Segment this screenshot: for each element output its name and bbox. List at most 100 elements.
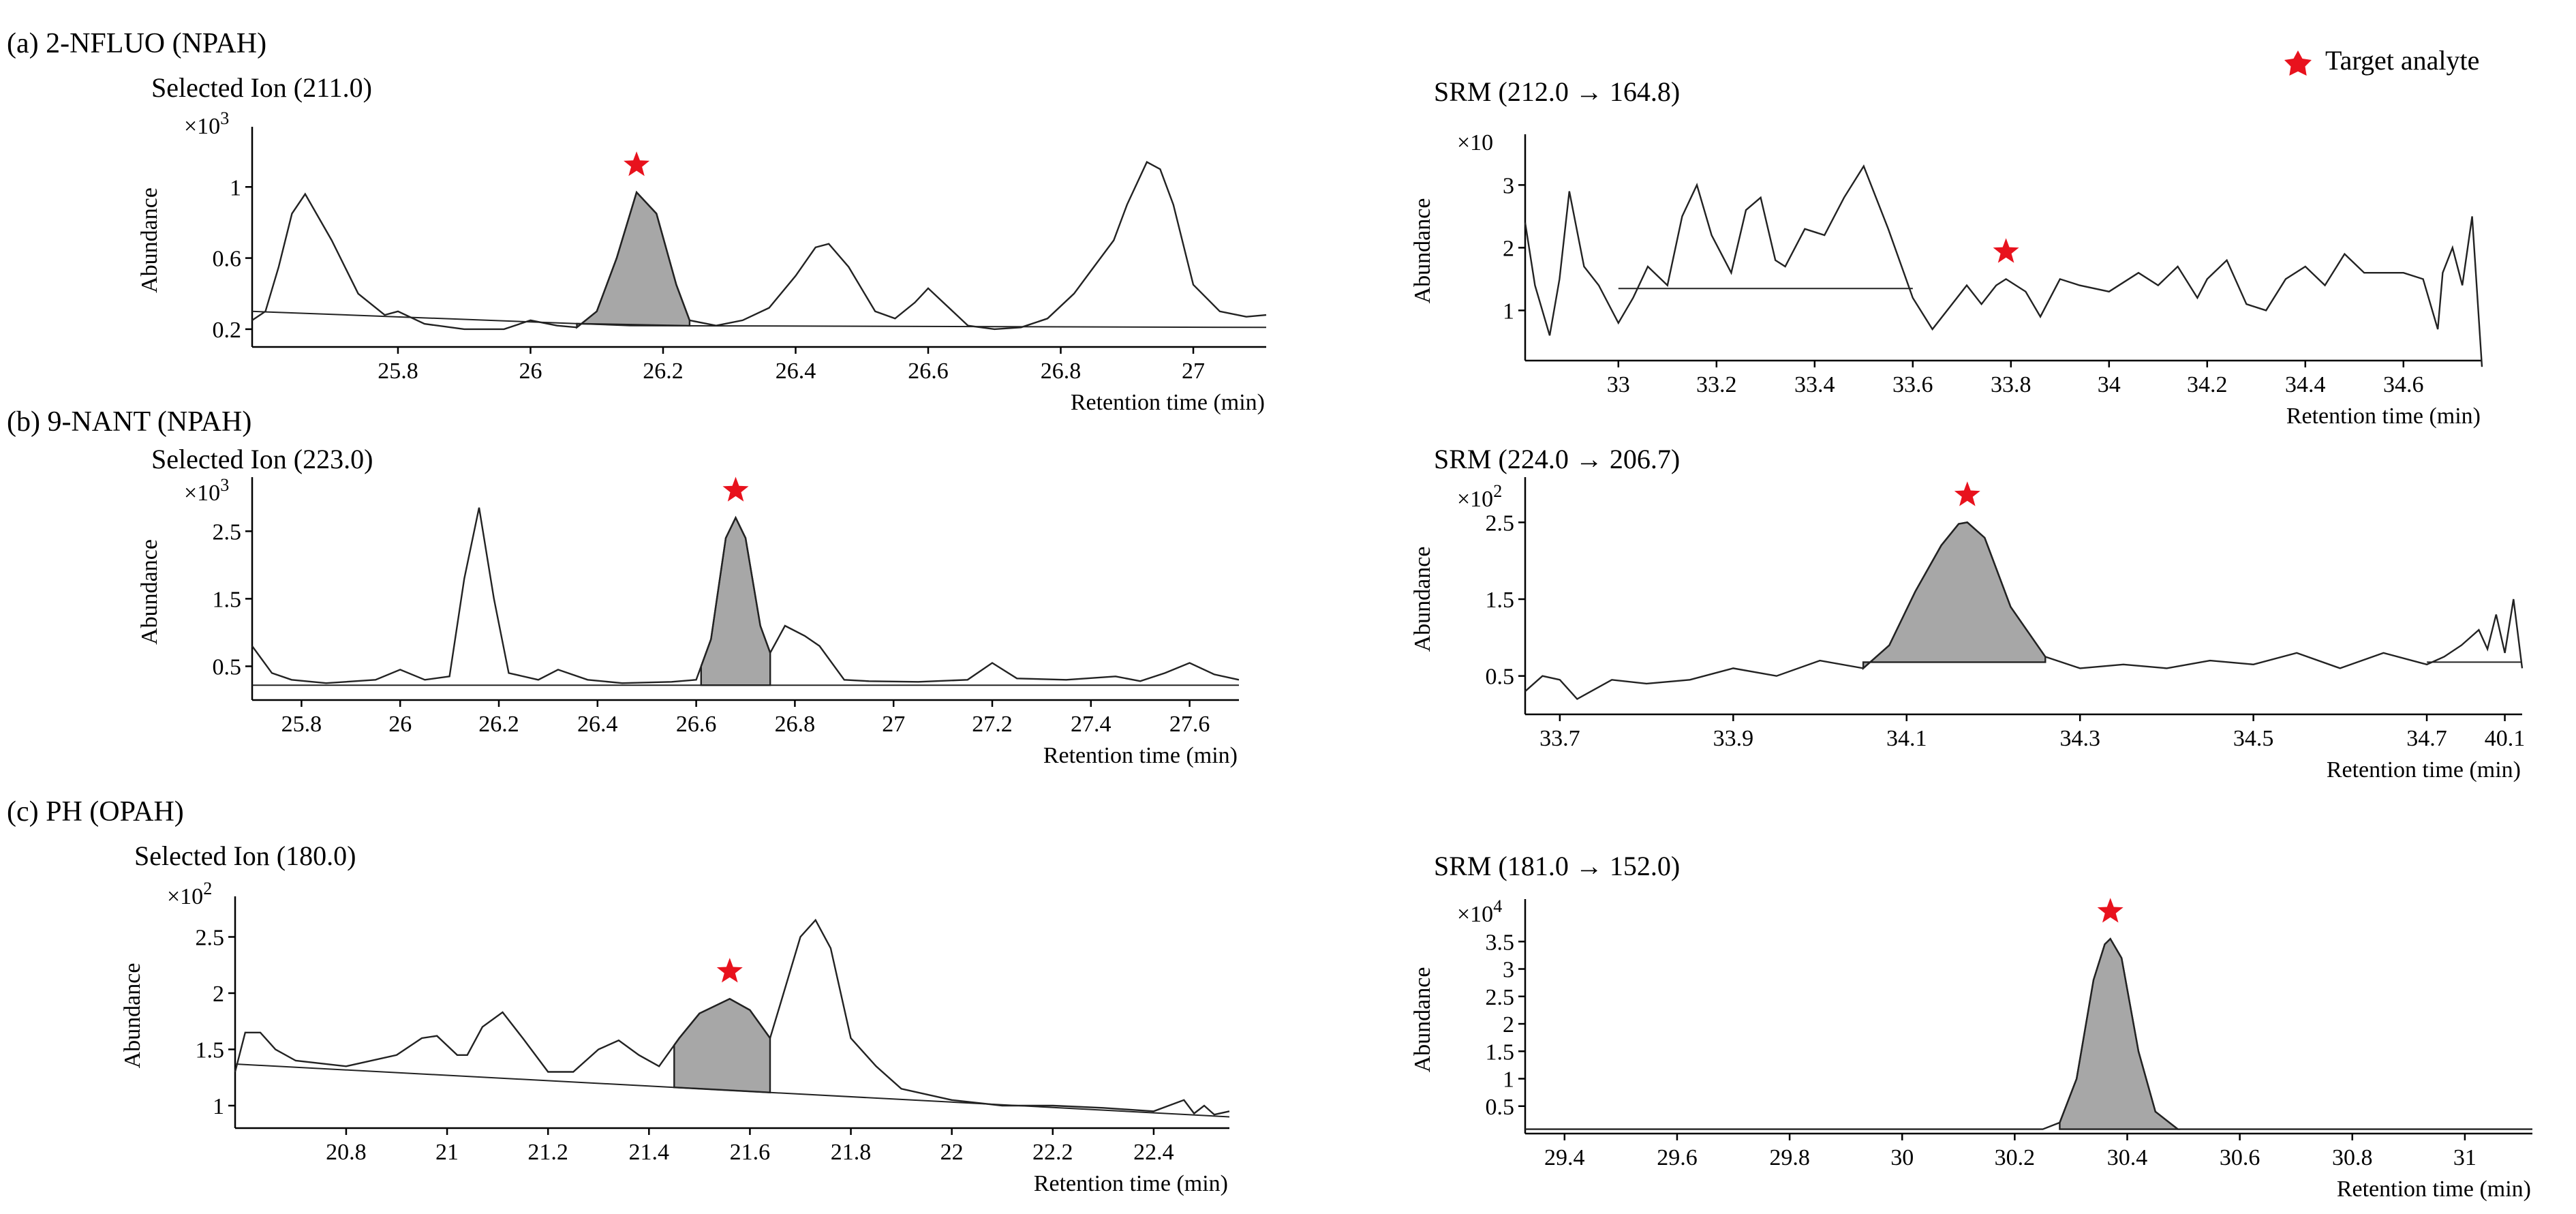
y-tick-label: 1 — [1503, 1067, 1514, 1093]
y-tick-label: 1.5 — [1486, 588, 1515, 613]
chart-b-left: (b) 9-NANT (NPAH) Selected Ion (223.0)×10… — [7, 406, 1240, 768]
chromatogram-trace — [1525, 937, 2532, 1130]
section-label: (b) 9-NANT (NPAH) — [7, 406, 251, 438]
x-tick-label: 27 — [1182, 359, 1205, 384]
x-tick-label: 30.6 — [2220, 1145, 2260, 1170]
target-peak-area — [1862, 521, 2046, 671]
legend: Target analyte — [2284, 45, 2479, 76]
x-axis-label: Retention time (min) — [1043, 743, 1238, 768]
x-tick-label: 30.2 — [1995, 1145, 2036, 1170]
x-tick-label: 22.4 — [1133, 1140, 1174, 1165]
y-axis-label: Abundance — [120, 963, 145, 1069]
x-tick-label: 21.6 — [730, 1140, 771, 1165]
x-axis-label: Retention time (min) — [1071, 390, 1265, 415]
y-tick-label: 3.5 — [1486, 930, 1515, 955]
chromatogram-trace — [234, 918, 1230, 1116]
integration-baseline — [234, 1063, 1230, 1118]
target-peak-area — [576, 190, 691, 329]
x-tick-label: 34.7 — [2406, 726, 2447, 751]
chart-a-left: (a) 2-NFLUO (NPAH) Selected Ion (211.0) ×1… — [7, 28, 1267, 415]
x-axis-label: Retention time (min) — [1034, 1171, 1228, 1196]
y-tick-label: 1.5 — [196, 1038, 225, 1063]
y-tick-label: 2.5 — [1486, 985, 1515, 1010]
target-peak-area — [2059, 937, 2181, 1130]
axis-multiplier: ×102 — [167, 879, 212, 909]
y-tick-label: 1.5 — [213, 587, 242, 612]
target-star-icon — [1993, 238, 2019, 263]
y-tick-label: 2.5 — [196, 926, 225, 951]
x-tick-label: 33 — [1607, 372, 1630, 397]
x-tick-label: 33.4 — [1794, 372, 1835, 397]
chart-c-right: SRM (181.0 → 152.0) ×104 Abundance 0.511.5 2… — [1410, 851, 2532, 1202]
target-peak-area — [700, 515, 771, 686]
y-tick-label: 1.5 — [1486, 1040, 1515, 1065]
x-tick-label: 30 — [1890, 1145, 1914, 1170]
axis-multiplier: ×10 — [1457, 130, 1493, 155]
legend-star-icon — [2284, 50, 2312, 76]
x-tick-label: 31 — [2453, 1145, 2477, 1170]
x-tick-label: 27 — [882, 712, 905, 737]
y-tick-label: 3 — [1503, 958, 1514, 983]
y-axis-label: Abundance — [1410, 547, 1435, 652]
y-tick-label: 0.2 — [213, 318, 242, 343]
chart-title: SRM (212.0 → 164.8) — [1434, 76, 1680, 107]
x-tick-label: 29.8 — [1769, 1145, 1810, 1170]
x-tick-label: 26.8 — [1041, 359, 1082, 384]
x-tick-label: 26.2 — [643, 359, 684, 384]
x-tick-label: 34.4 — [2285, 372, 2326, 397]
x-tick-label: 33.8 — [1991, 372, 2031, 397]
x-tick-label: 33.9 — [1713, 726, 1754, 751]
x-tick-label: 22 — [940, 1140, 964, 1165]
x-tick-label: 34.6 — [2383, 372, 2424, 397]
x-tick-label: 34.5 — [2233, 726, 2274, 751]
target-star-icon — [2097, 898, 2123, 923]
x-tick-label: 21.4 — [629, 1140, 670, 1165]
y-tick-label: 1 — [230, 175, 241, 200]
y-tick-label: 0.6 — [213, 247, 242, 272]
x-tick-label: 26.2 — [478, 712, 519, 737]
y-tick-label: 2 — [1503, 1012, 1514, 1037]
x-tick-label: 27.4 — [1071, 712, 1111, 737]
x-tick-label: 26.4 — [577, 712, 618, 737]
x-tick-label: 33.6 — [1892, 372, 1933, 397]
chart-title: Selected Ion (180.0) — [134, 840, 356, 871]
x-tick-label: 26.4 — [776, 359, 816, 384]
y-tick-label: 2.5 — [213, 519, 242, 545]
legend-label: Target analyte — [2325, 45, 2479, 76]
x-axis-label: Retention time (min) — [2286, 404, 2481, 429]
y-axis-label: Abundance — [137, 187, 162, 293]
y-axis-label: Abundance — [1410, 967, 1435, 1073]
x-tick-label: 26.6 — [676, 712, 717, 737]
x-tick-label: 30.4 — [2107, 1145, 2148, 1170]
x-tick-label: 22.2 — [1032, 1140, 1073, 1165]
chart-title: SRM (181.0 → 152.0) — [1434, 851, 1680, 881]
chromatogram-trace — [251, 507, 1240, 684]
x-tick-label: 29.6 — [1657, 1145, 1698, 1170]
y-tick-label: 0.5 — [213, 654, 242, 680]
axis-multiplier: ×104 — [1457, 896, 1502, 927]
target-star-icon — [1954, 481, 1980, 506]
y-tick-label: 1 — [1503, 299, 1514, 324]
x-tick-label: 20.8 — [326, 1140, 367, 1165]
x-tick-label: 33.7 — [1539, 726, 1580, 751]
x-tick-label: 34.3 — [2059, 726, 2100, 751]
axis-multiplier: ×103 — [184, 475, 229, 506]
x-axis-label: Retention time (min) — [2327, 757, 2521, 783]
x-tick-label: 26.8 — [775, 712, 816, 737]
chromatogram-trace — [1524, 164, 2483, 367]
y-tick-label: 3 — [1503, 173, 1514, 198]
y-tick-label: 2 — [1503, 236, 1514, 261]
target-star-icon — [624, 151, 650, 177]
x-tick-label: 26 — [388, 712, 412, 737]
y-tick-label: 2 — [213, 982, 224, 1007]
x-tick-label: 21.8 — [831, 1140, 872, 1165]
y-tick-label: 0.5 — [1486, 1095, 1515, 1120]
chart-title: SRM (224.0 → 206.7) — [1434, 444, 1680, 474]
x-tick-label: 27.2 — [972, 712, 1013, 737]
x-tick-label: 27.6 — [1169, 712, 1210, 737]
x-tick-label: 25.8 — [378, 359, 418, 384]
x-axis-label: Retention time (min) — [2337, 1177, 2531, 1202]
x-tick-label: 21 — [435, 1140, 459, 1165]
target-star-icon — [716, 958, 743, 983]
